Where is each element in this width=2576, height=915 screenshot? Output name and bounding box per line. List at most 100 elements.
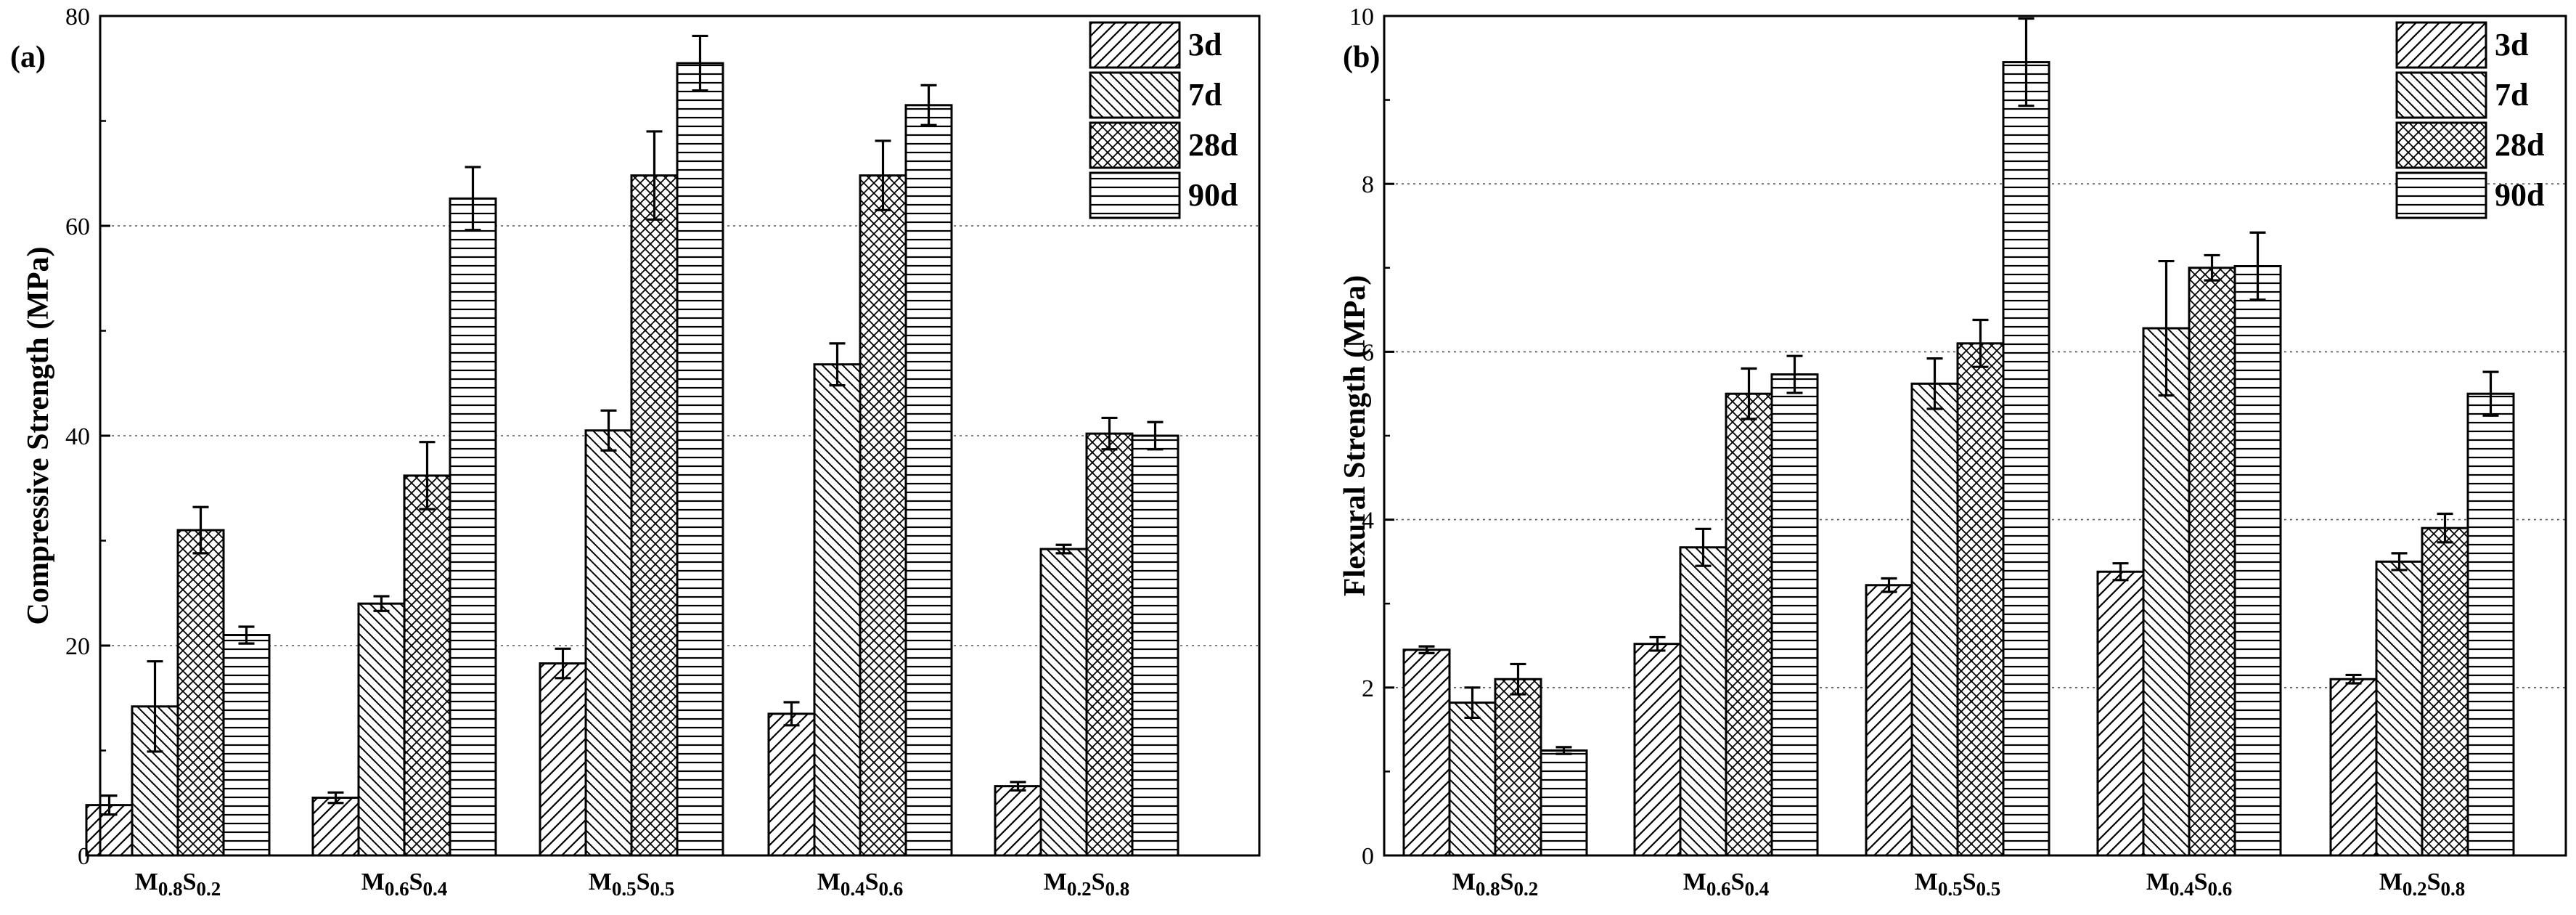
bar-90d-0 [1540, 749, 1588, 857]
legend-swatch-3d [2395, 21, 2487, 69]
bar-7d-2 [584, 429, 633, 857]
bar-3d-4 [994, 785, 1042, 857]
y-tick-label: 40 [65, 423, 90, 450]
x-tick-label: M0.5S0.5 [1915, 869, 2001, 900]
y-tick-label: 80 [65, 4, 90, 30]
error-bar-3d-4 [2345, 673, 2362, 685]
bar-7d-4 [1039, 548, 1088, 857]
error-bar-28d-4 [2437, 512, 2453, 544]
bar-7d-3 [813, 363, 862, 857]
error-bar-90d-0 [238, 625, 255, 645]
legend-swatch-7d [1089, 71, 1181, 119]
x-tick-label: M0.6S0.4 [361, 869, 448, 900]
legend-label-7d: 7d [1188, 77, 1222, 113]
legend-swatch-90d [2395, 171, 2487, 219]
panel-b-flexural-strength: M0.8S0.2 M0.6S0.4 M0.5S0.5 M0.4S0.6 M0.2S0.8… [1338, 4, 2567, 900]
legend-label-7d: 7d [2495, 77, 2528, 113]
bar-3d-1 [1633, 643, 1682, 857]
error-bar-3d-4 [1010, 781, 1026, 792]
y-axis-title: Compressive Strength (MPa) [22, 246, 55, 625]
bar-7d-1 [357, 602, 406, 857]
error-bar-28d-2 [1972, 318, 1989, 368]
error-bar-90d-1 [1786, 354, 1803, 394]
error-bar-3d-3 [783, 701, 800, 727]
error-bar-3d-1 [327, 791, 344, 805]
legend-label-28d: 28d [2495, 127, 2544, 163]
legend-swatch-3d [1089, 21, 1181, 69]
error-bar-7d-0 [147, 660, 163, 753]
error-bar-28d-1 [1741, 367, 1757, 420]
bar-28d-2 [1956, 342, 2005, 857]
error-bar-28d-0 [192, 505, 209, 555]
error-bar-7d-1 [373, 595, 390, 612]
bar-7d-3 [2142, 327, 2191, 857]
x-tick-label: M0.8S0.2 [1452, 869, 1539, 900]
bar-90d-3 [904, 104, 953, 857]
bar-28d-1 [403, 474, 451, 857]
x-tick-label: M0.4S0.6 [817, 869, 904, 900]
error-bar-90d-3 [2249, 231, 2266, 301]
bar-3d-2 [1865, 584, 1913, 857]
x-tick-label: M0.6S0.4 [1683, 869, 1770, 900]
error-bar-90d-3 [920, 84, 937, 126]
bar-3d-2 [539, 662, 587, 857]
error-bar-90d-4 [1147, 420, 1164, 451]
bar-28d-4 [2421, 526, 2469, 857]
legend-label-90d: 90d [2495, 177, 2544, 213]
error-bar-90d-2 [692, 34, 708, 92]
error-bar-90d-1 [465, 166, 481, 232]
error-bar-7d-4 [2391, 552, 2408, 572]
y-tick-label: 0 [78, 843, 90, 870]
x-tick-label: M0.2S0.8 [1044, 869, 1130, 900]
bar-3d-3 [2096, 570, 2145, 857]
bar-7d-1 [1679, 546, 1727, 857]
error-bar-3d-1 [1649, 635, 1666, 652]
bar-3d-1 [311, 797, 360, 857]
y-tick-label: 4 [1362, 508, 1374, 534]
error-bar-28d-0 [1510, 662, 1526, 696]
bar-7d-0 [1448, 702, 1497, 857]
bar-90d-0 [222, 634, 271, 857]
bar-3d-4 [2329, 678, 2378, 857]
error-bar-28d-3 [2204, 253, 2220, 282]
bar-28d-2 [630, 174, 679, 857]
y-axis-title: Flexural Strength (MPa) [1338, 275, 1372, 596]
bar-7d-2 [1910, 382, 1959, 857]
error-bar-90d-0 [1555, 746, 1572, 755]
legend-swatch-28d [1089, 121, 1181, 169]
x-tick-label: M0.4S0.6 [2146, 869, 2233, 900]
panel-a-compressive-strength: M0.8S0.2 M0.6S0.4 M0.5S0.5 M0.4S0.6 M0.2S0.8… [10, 4, 1261, 900]
y-tick-label: 10 [1349, 4, 1374, 30]
error-bar-3d-2 [1881, 577, 1897, 593]
error-bar-28d-1 [419, 441, 436, 511]
error-bar-7d-0 [1464, 686, 1481, 720]
bar-90d-2 [2002, 61, 2050, 857]
x-tick-label: M0.8S0.2 [135, 869, 221, 900]
legend: 3d 7d 28d 90d [1089, 21, 1238, 219]
bar-90d-4 [1131, 434, 1179, 857]
y-tick-label: 6 [1362, 339, 1374, 366]
legend-label-3d: 3d [1188, 27, 1222, 62]
bar-3d-3 [767, 712, 816, 857]
error-bar-7d-2 [600, 409, 617, 452]
error-bar-3d-0 [101, 794, 118, 816]
bar-3d-0 [1402, 648, 1451, 857]
y-tick-label: 2 [1362, 675, 1374, 702]
y-tick-label: 0 [1362, 843, 1374, 870]
error-bar-7d-2 [1926, 357, 1943, 410]
error-bar-3d-3 [2112, 562, 2129, 582]
bar-28d-1 [1725, 392, 1773, 857]
error-bar-28d-2 [646, 130, 663, 221]
error-bar-7d-4 [1055, 543, 1072, 555]
y-tick-label: 60 [65, 214, 90, 240]
panel-label: (b) [1343, 41, 1380, 74]
bar-28d-4 [1085, 432, 1134, 857]
legend-swatch-90d [1089, 171, 1181, 219]
legend: 3d 7d 28d 90d [2395, 21, 2544, 219]
y-tick-label: 8 [1362, 171, 1374, 198]
error-bar-7d-1 [1695, 527, 1712, 567]
bar-90d-4 [2466, 392, 2515, 857]
error-bar-7d-3 [829, 342, 846, 387]
legend-label-90d: 90d [1188, 177, 1238, 213]
